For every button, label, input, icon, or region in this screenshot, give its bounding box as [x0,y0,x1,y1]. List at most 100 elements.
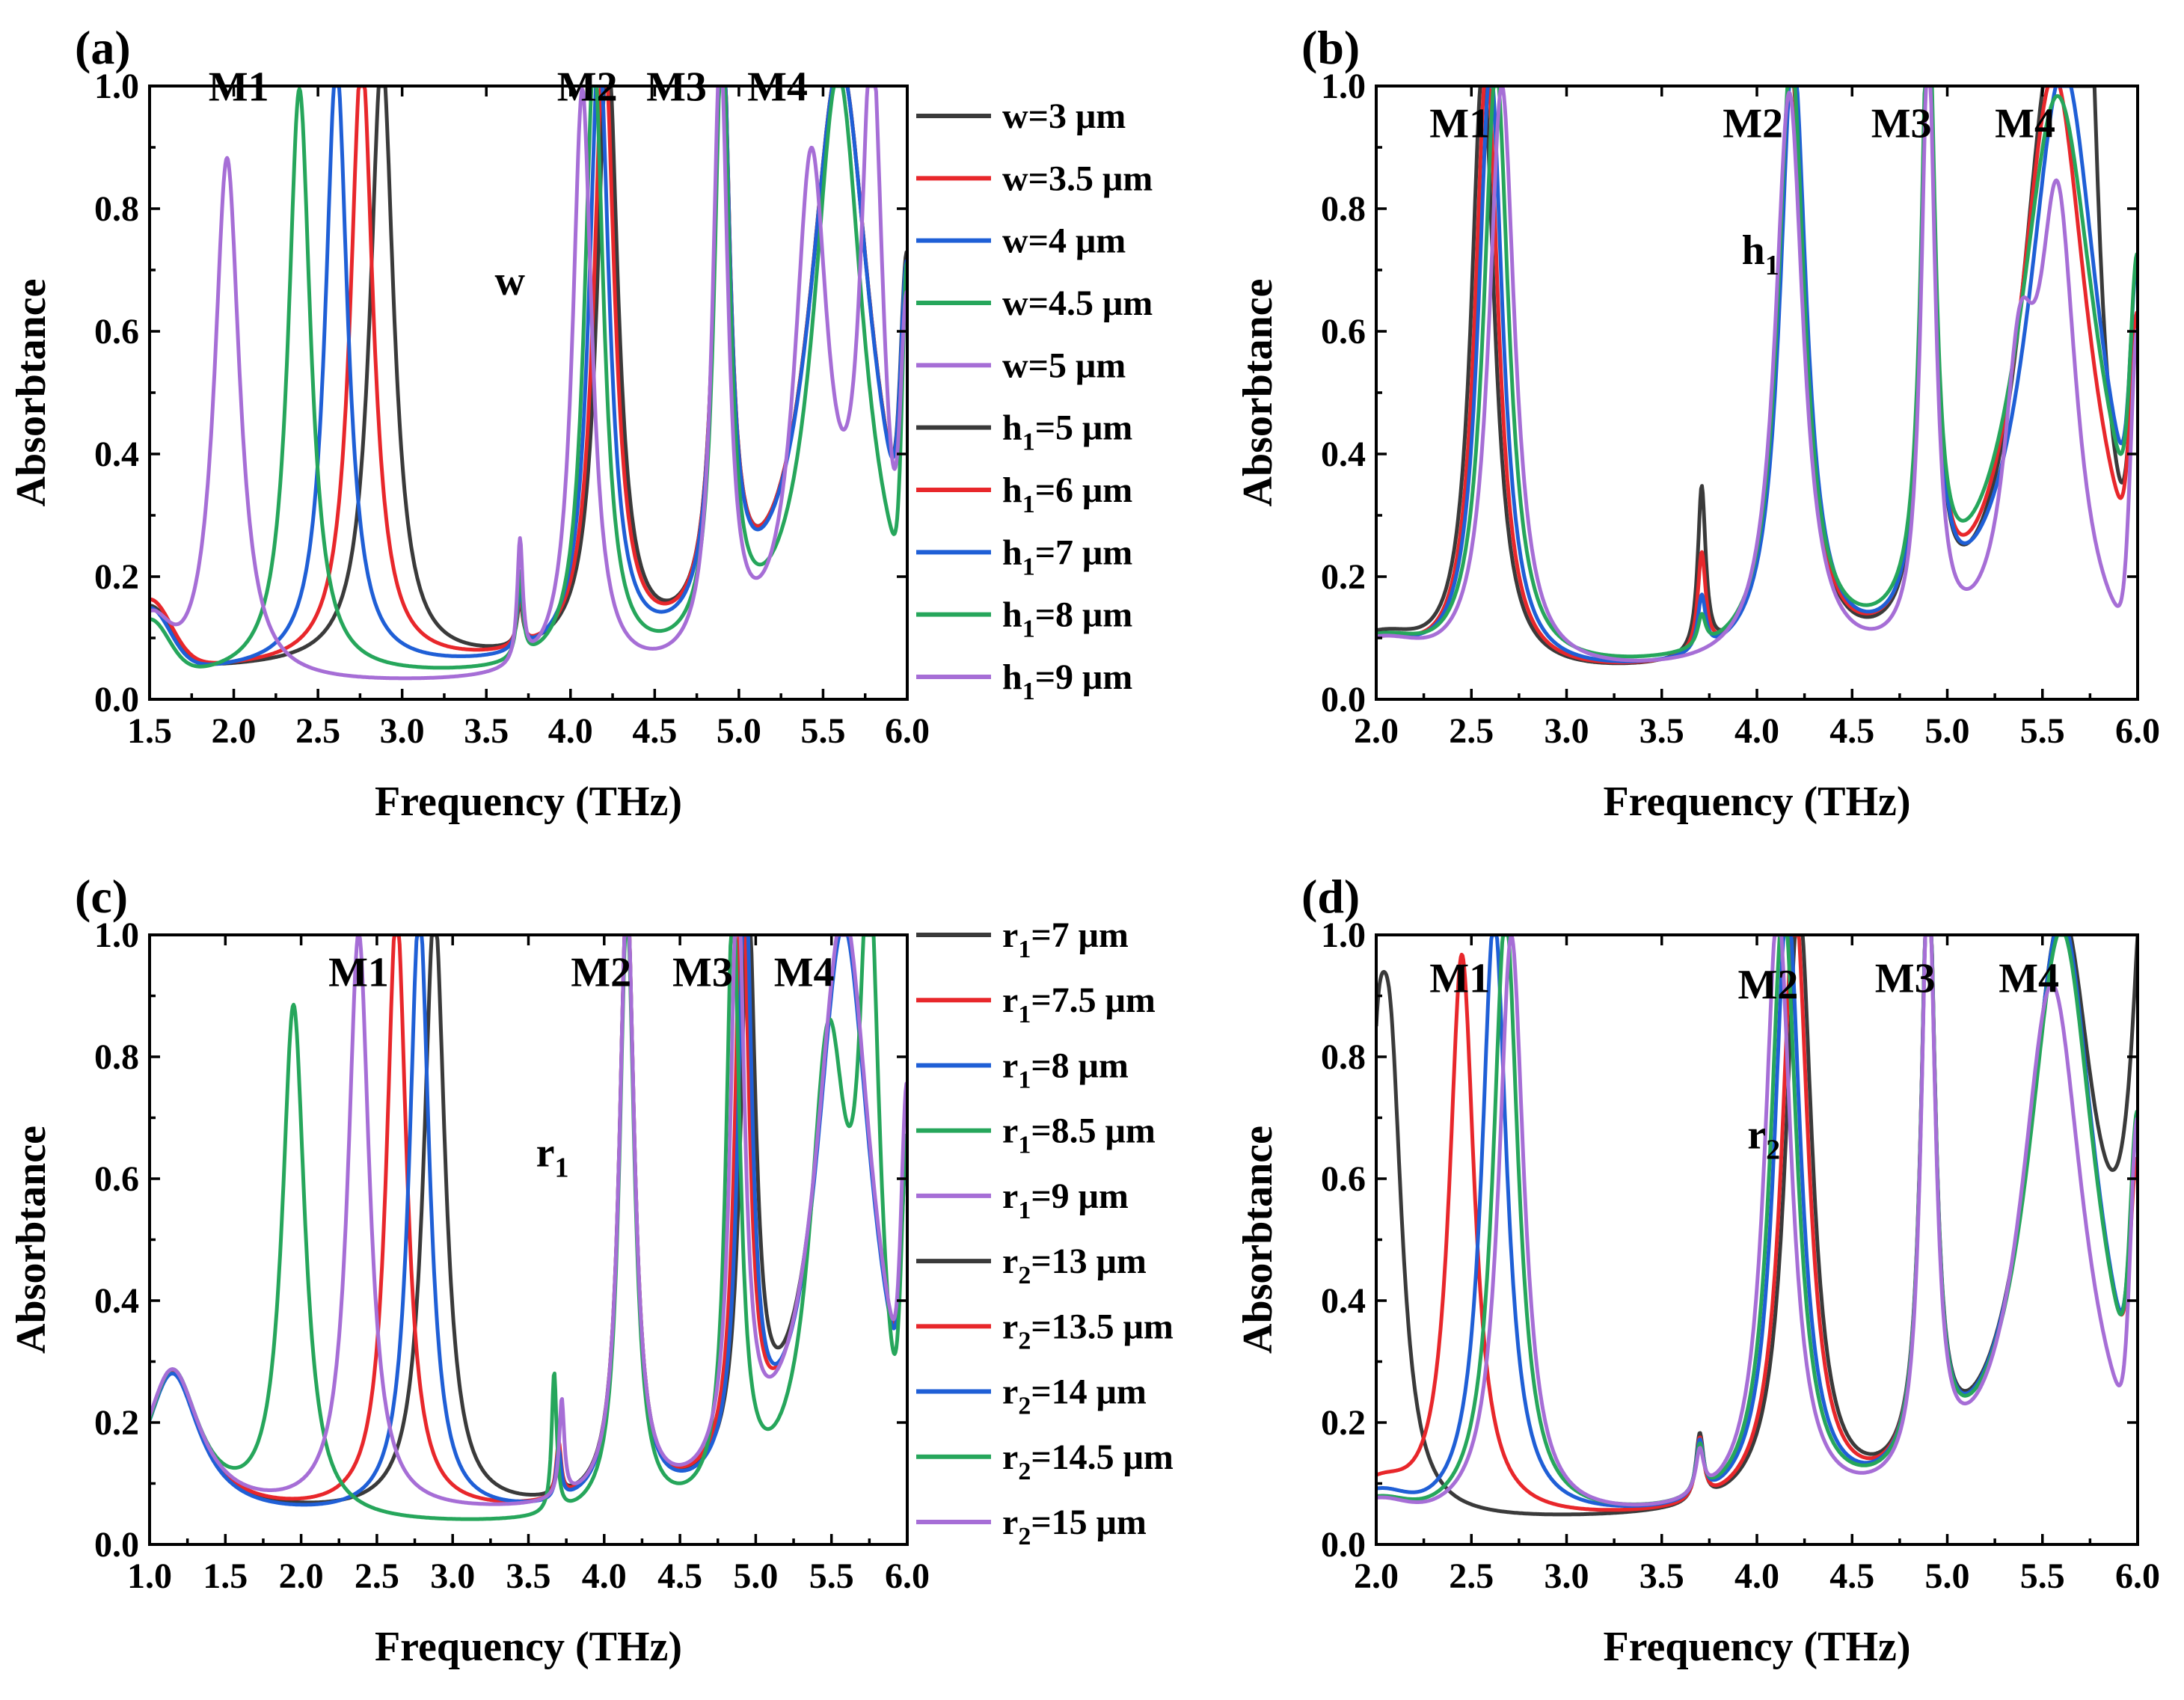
y-axis-title: Absorbtance [1235,1126,1281,1354]
y-tick-label: 0.8 [1321,189,1366,229]
series-line-5 [1376,935,2138,1507]
series-line-5 [150,935,907,1506]
x-tick-label: 4.0 [1734,1556,1779,1596]
x-tick-label: 6.0 [2115,711,2160,751]
legend-item: w=4 μm [1002,221,1126,261]
x-tick-label: 6.0 [885,711,930,751]
y-axis-title: Absorbtance [8,1126,55,1354]
mode-label-m1: M1 [1429,956,1490,1002]
x-tick-label: 3.0 [430,1556,475,1596]
series-line-4 [150,86,907,670]
mode-label-m4: M4 [747,64,808,110]
panel-c: 1.0 1.5 2.0 2.5 3.0 3.5 4.0 4.5 5.0 5.5 6.0 0.0 0.2 0… [8,870,1174,1670]
x-tick-label: 2.0 [212,711,257,751]
legend-item: r1=8 μm [1002,1046,1129,1093]
mode-label-m1: M1 [1429,101,1490,147]
y-tick-label: 0.8 [94,1037,139,1077]
y-tick-label: 0.4 [94,435,139,474]
x-tick-label: 5.5 [800,711,845,751]
series-group [1376,935,2138,1517]
y-tick-label: 0.2 [1321,557,1366,597]
y-tick-label: 1.0 [1321,915,1366,955]
panel-label: (b) [1301,21,1360,74]
legend-item: h1=5 μm [1002,408,1132,456]
legend-item: r2=13 μm [1002,1242,1147,1289]
mode-label-m2: M2 [571,949,631,995]
y-tick-label: 0.6 [94,312,139,352]
legend-item: h1=9 μm [1002,657,1132,705]
legend-item: w=4.5 μm [1002,283,1153,323]
panel-label: (d) [1301,870,1360,923]
x-tick-label: 5.0 [1925,1556,1970,1596]
x-tick-label: 3.0 [380,711,425,751]
x-axis-title: Frequency (THz) [1603,779,1910,825]
series-group [1376,86,2138,666]
mode-label-m2: M2 [1723,101,1783,147]
x-tick-label: 2.0 [279,1556,324,1596]
mode-label-m3: M3 [646,64,707,110]
mode-label-m3: M3 [672,949,733,995]
x-tick-label: 5.5 [809,1556,854,1596]
y-tick-label: 0.8 [94,189,139,229]
x-tick-label: 2.5 [295,711,340,751]
parameter-label: w [494,258,525,304]
x-tick-label: 2.5 [355,1556,399,1596]
y-tick-label: 0.2 [94,557,139,597]
legend-item: r2=15 μm [1002,1503,1147,1550]
y-tick-label: 0.8 [1321,1037,1366,1077]
panel-a: 1.5 2.0 2.5 3.0 3.5 4.0 4.5 5.0 5.5 6.0 0.0 0.2 0.4 0… [8,21,1153,825]
x-tick-label: 3.5 [506,1556,551,1596]
mode-label-m3: M3 [1875,956,1936,1002]
panel-label: (a) [75,21,131,74]
legend-item: r1=9 μm [1002,1176,1129,1224]
x-tick-label: 1.0 [127,1556,172,1596]
x-tick-label: 5.0 [717,711,761,751]
y-tick-label: 1.0 [1321,67,1366,106]
x-tick-label: 1.5 [203,1556,248,1596]
x-tick-label: 4.0 [582,1556,627,1596]
x-tick-label: 3.5 [464,711,509,751]
legend-item: r2=13.5 μm [1002,1307,1174,1354]
x-tick-label: 2.5 [1449,1556,1494,1596]
y-tick-label: 0.0 [94,1525,139,1565]
y-axis-title: Absorbtance [1235,279,1281,507]
legend-item: w=3.5 μm [1002,159,1153,198]
x-tick-label: 2.5 [1449,711,1494,751]
x-tick-label: 4.5 [632,711,677,751]
y-tick-label: 0.6 [1321,312,1366,352]
mode-label-m4: M4 [774,949,835,995]
x-tick-label: 5.5 [2020,1556,2065,1596]
series-group [150,935,907,1521]
x-tick-label: 3.0 [1545,1556,1589,1596]
legend-item: h1=8 μm [1002,595,1132,643]
panel-label: (c) [75,870,128,923]
series-line-3 [1376,86,2138,663]
series-line-5 [150,86,907,681]
y-tick-label: 0.6 [94,1159,139,1199]
panel-d: 2.0 2.5 3.0 3.5 4.0 4.5 5.0 5.5 6.0 0.0 0.2 0.4 0.6 0… [1235,870,2160,1670]
legend-item: r2=14.5 μm [1002,1437,1174,1485]
y-tick-label: 0.4 [94,1281,139,1321]
x-tick-label: 5.0 [733,1556,778,1596]
x-axis-title: Frequency (THz) [375,1624,682,1670]
legend-item: h1=6 μm [1002,470,1132,518]
x-tick-label: 4.5 [657,1556,702,1596]
mode-label-m1: M1 [209,64,269,110]
x-tick-label: 3.0 [1545,711,1589,751]
mode-label-m4: M4 [1995,101,2055,147]
x-tick-label: 2.0 [1354,711,1399,751]
y-tick-label: 0.6 [1321,1159,1366,1199]
x-tick-label: 3.5 [1639,711,1684,751]
mode-label-m4: M4 [1999,956,2059,1002]
x-tick-label: 3.5 [1639,1556,1684,1596]
y-tick-label: 1.0 [94,915,139,955]
y-tick-label: 0.4 [1321,435,1366,474]
legend-item: w=5 μm [1002,346,1126,385]
y-tick-label: 0.4 [1321,1281,1366,1321]
mode-label-m1: M1 [328,949,389,995]
x-axis-title: Frequency (THz) [375,779,682,825]
plot-frame [148,933,909,1546]
mode-label-m3: M3 [1871,101,1932,147]
series-line-4 [150,935,907,1521]
